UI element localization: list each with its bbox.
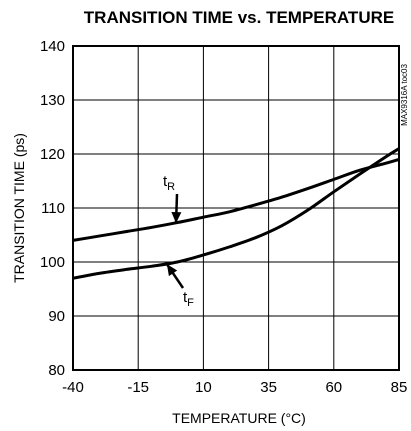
y-tick-label: 110 [41, 200, 65, 217]
x-tick-label: 35 [260, 379, 277, 396]
series-lines [72, 147, 400, 280]
plot-frame [72, 45, 400, 371]
series-label-tF: tF [183, 289, 194, 309]
x-axis-label: TEMPERATURE (°C) [172, 410, 306, 426]
series-line-tR [72, 157, 400, 242]
series-label-tR: tR [163, 173, 175, 193]
y-tick-label: 90 [48, 308, 65, 325]
x-tick-label: 60 [325, 379, 342, 396]
arrowhead-tR [171, 211, 182, 224]
x-tick-label: 10 [195, 379, 212, 396]
x-tick-label: -40 [62, 379, 84, 396]
chart-title: TRANSITION TIME vs. TEMPERATURE [84, 8, 394, 27]
gridlines [73, 46, 399, 370]
y-tick-label: 130 [40, 92, 65, 109]
y-tick-label: 100 [40, 254, 65, 271]
series-annotations: tR tF [163, 173, 194, 309]
series-line-tF [72, 147, 400, 280]
y-tick-labels: 80 90 100 110 120 130 140 [40, 38, 65, 379]
y-tick-label: 120 [40, 146, 65, 163]
figure-code: MAX9316A toc03 [400, 64, 409, 126]
y-tick-label: 80 [48, 362, 65, 379]
y-axis-label: TRANSITION TIME (ps) [11, 133, 27, 283]
x-tick-labels: -40 -15 10 35 60 85 [62, 379, 407, 396]
y-tick-label: 140 [40, 38, 65, 55]
x-tick-label: 85 [391, 379, 408, 396]
x-tick-label: -15 [127, 379, 149, 396]
arrowhead-tF [166, 264, 178, 277]
